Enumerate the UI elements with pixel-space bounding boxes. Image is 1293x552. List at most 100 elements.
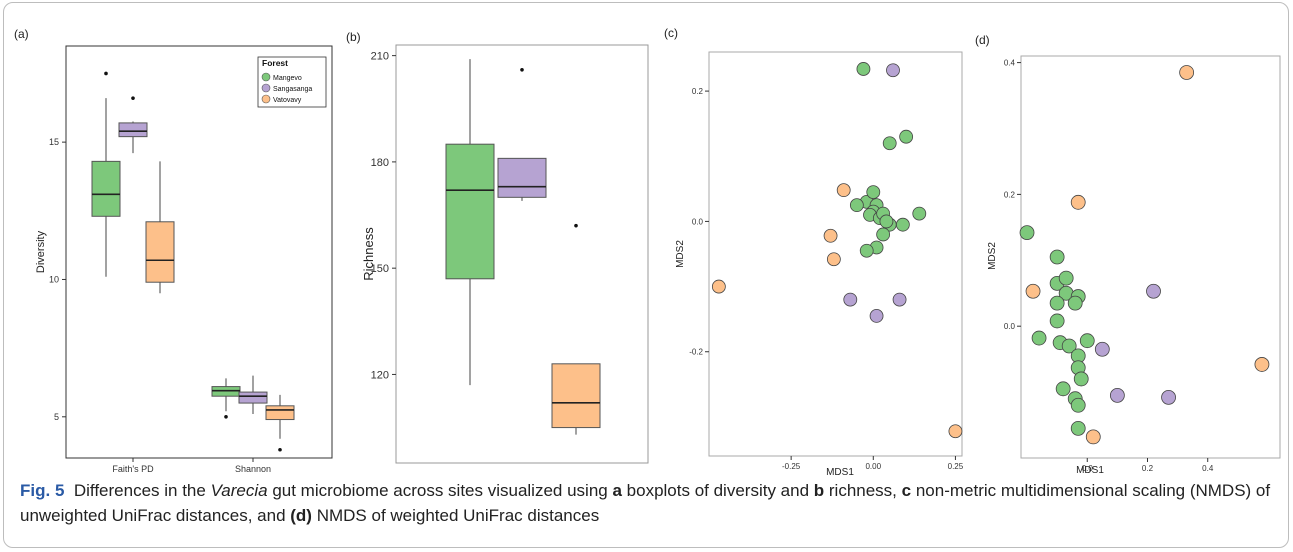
point-vatovavy-4 [1085, 429, 1101, 445]
point-mangevo-16 [859, 243, 874, 258]
y-tick-label-0-2: 0.2 [1004, 190, 1016, 199]
y-tick-label-0-0: 0.0 [1004, 322, 1016, 331]
point-sangasanga-3 [1161, 389, 1176, 405]
legend-label-vatovavy: Vatovavy [273, 97, 302, 104]
x-axis-label: MDS1 [1076, 465, 1104, 475]
point-mangevo-14 [876, 227, 891, 242]
point-mangevo-18 [1070, 397, 1086, 413]
y-tick-label-0-2: -0.2 [689, 348, 703, 357]
point-sangasanga-3 [869, 309, 884, 323]
caption-italic-genus: Varecia [210, 481, 268, 500]
box-vatovavy-shannon-outlier-0 [278, 447, 282, 452]
point-vatovavy-4 [948, 424, 963, 439]
legend-label-mangevo: Mangevo [273, 75, 302, 82]
x-tick-label-0-2: 0.2 [1142, 464, 1154, 473]
point-vatovavy-3 [1254, 357, 1270, 372]
point-vatovavy-3 [711, 279, 726, 294]
point-mangevo-4 [895, 217, 910, 232]
legend-swatch-sangasanga [261, 83, 271, 93]
point-mangevo-2 [899, 129, 914, 144]
point-mangevo-1 [882, 136, 897, 151]
caption-bold-d: (d) [290, 506, 312, 525]
plot-area [708, 51, 963, 457]
x-tick-label-shannon: Shannon [235, 464, 271, 474]
point-mangevo-1 [1049, 249, 1065, 265]
caption-bold-b: b [813, 481, 825, 500]
point-vatovavy-1 [823, 228, 838, 243]
box-mangevo-faith-s-pd-outlier-0 [104, 71, 108, 76]
y-tick-label-0-0: 0.0 [692, 217, 704, 226]
y-tick-label-180: 180 [371, 157, 389, 169]
y-tick-label-210: 210 [371, 51, 389, 63]
box-vatovavy-faith-s-pd-box [145, 221, 175, 283]
box-mangevo-box [445, 143, 495, 280]
box-vatovavy-box [551, 363, 601, 429]
box-sangasanga-outlier-0 [520, 67, 524, 72]
point-mangevo-19 [1070, 420, 1086, 436]
point-mangevo-3 [912, 206, 927, 221]
y-tick-label-120: 120 [371, 369, 389, 381]
x-tick-label-0-4: 0.4 [1202, 464, 1214, 473]
point-mangevo-0 [856, 62, 871, 76]
x-axis-label: MDS1 [826, 467, 854, 475]
point-mangevo-7 [1067, 295, 1083, 311]
caption-label: Fig. 5 [20, 481, 65, 500]
point-mangevo-11 [1061, 338, 1077, 354]
box-mangevo-shannon-outlier-0 [224, 415, 228, 419]
plot-area [65, 45, 333, 459]
legend-label-sangasanga: Sangasanga [273, 86, 312, 93]
caption-text-6: NMDS of weighted UniFrac distances [311, 506, 600, 525]
plot-area [395, 44, 649, 464]
legend-title: Forest [262, 58, 288, 68]
x-tick-label-0-25: 0.25 [948, 462, 964, 471]
box-sangasanga-shannon-box [238, 391, 268, 404]
legend-swatch-vatovavy [261, 94, 271, 104]
caption-bold-a: a [612, 481, 622, 500]
point-mangevo-6 [1049, 295, 1065, 311]
caption-text-1: Differences in the [73, 481, 211, 500]
box-sangasanga-faith-s-pd-outlier-0 [131, 96, 135, 100]
panel-d-nmds-weighted: (d) 0.0 0.2 0.4 0.0 0.2 0.4 MDS1 MDS2 [975, 33, 1281, 475]
point-mangevo-7 [866, 185, 881, 199]
panel-label: (d) [975, 33, 990, 47]
point-vatovavy-2 [826, 252, 841, 267]
x-tick-label-0-0: 0.0 [1082, 464, 1094, 473]
point-mangevo-6 [849, 198, 864, 213]
point-mangevo-9 [1031, 330, 1047, 346]
point-sangasanga-0 [886, 63, 900, 78]
point-mangevo-16 [1055, 381, 1071, 397]
y-tick-label-5: 5 [54, 412, 59, 422]
box-sangasanga-faith-s-pd-box [118, 122, 148, 138]
caption-text-5: non-metric multidimensional scaling (NMD… [20, 481, 1271, 525]
y-axis-label: Richness [361, 227, 376, 281]
y-axis-label: MDS2 [675, 240, 686, 268]
y-tick-label-10: 10 [49, 274, 59, 284]
panel-b-boxplot-richness: (b) 120 150 180 210 Richness [346, 30, 649, 464]
y-tick-label-150: 150 [371, 263, 389, 275]
box-sangasanga-box [497, 157, 547, 198]
panel-label: (b) [346, 30, 361, 44]
panel-label: (a) [14, 27, 29, 41]
legend-swatch-mangevo [261, 72, 271, 82]
point-vatovavy-1 [1070, 194, 1086, 210]
caption-bold-c: c [901, 481, 912, 500]
panel-label: (c) [664, 26, 678, 40]
caption-text-2: gut microbiome across sites visualized u… [267, 481, 613, 500]
y-axis-label: MDS2 [987, 242, 998, 270]
x-tick-label-0-25: -0.25 [782, 462, 801, 471]
box-vatovavy-shannon-box [265, 405, 295, 421]
x-tick-label-faith-s-pd: Faith's PD [112, 464, 154, 474]
y-tick-label-0-2: 0.2 [692, 87, 704, 96]
y-tick-label-0-4: 0.4 [1004, 59, 1016, 68]
caption-text-3: boxplots of diversity and [621, 481, 814, 500]
x-tick-label-0-00: 0.00 [865, 462, 881, 471]
figure-frame [3, 2, 1289, 548]
point-mangevo-17 [879, 214, 894, 229]
point-sangasanga-2 [1109, 387, 1125, 403]
box-mangevo-faith-s-pd-box [91, 160, 121, 217]
point-mangevo-8 [1049, 313, 1065, 329]
point-sangasanga-1 [1094, 341, 1110, 357]
